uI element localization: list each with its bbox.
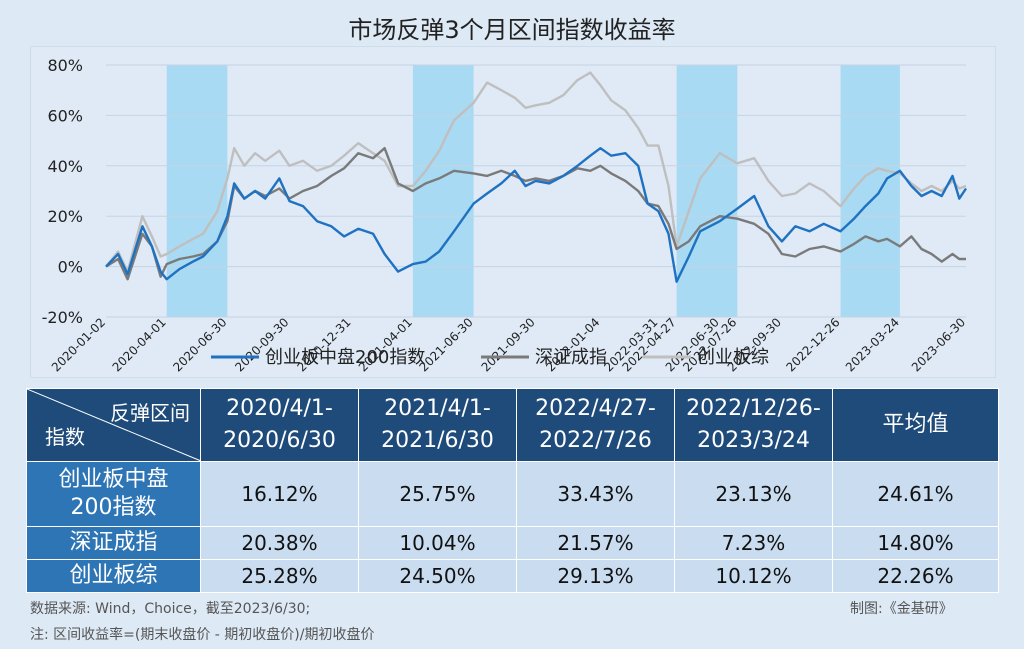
row-label: 创业板综 — [26, 559, 201, 593]
line-chart: -20%0%20%40%60%80%2020-01-02 2020-04-01 20… — [42, 56, 968, 374]
table-cell: 21.57% — [516, 526, 675, 560]
formula-note: 注: 区间收益率=(期末收盘价 - 期初收盘价)/期初收盘价 — [30, 627, 375, 643]
table-cell: 10.04% — [358, 526, 517, 560]
header-period-2: 2021/4/1- 2021/6/30 — [358, 388, 517, 462]
table-cell: 29.13% — [516, 559, 675, 593]
header-period-4: 2022/12/26- 2023/3/24 — [674, 388, 833, 462]
credit-note: 制图:《金基研》 — [850, 601, 953, 617]
table-cell: 24.61% — [832, 461, 999, 527]
y-tick-label: 20% — [47, 207, 83, 226]
series-line — [105, 147, 967, 283]
row-label: 创业板中盘 200指数 — [26, 461, 201, 527]
corner-top-label: 反弹区间 — [110, 401, 190, 425]
table-cell: 16.12% — [200, 461, 359, 527]
table-corner-cell: 反弹区间 指数 — [26, 388, 201, 462]
returns-table: 反弹区间 指数 2020/4/1- 2020/6/30 2021/4/1- 2021… — [26, 388, 999, 593]
row-label: 深证成指 — [26, 526, 201, 560]
table-cell: 24.50% — [358, 559, 517, 593]
rebound-period-shade — [840, 65, 900, 317]
table-cell: 25.75% — [358, 461, 517, 527]
rebound-period-shade — [412, 65, 474, 317]
table-cell: 25.28% — [200, 559, 359, 593]
y-tick-label: -20% — [42, 308, 83, 327]
x-tick-label: 2022-12-26 — [783, 315, 842, 374]
x-tick-label: 2023-06-30 — [909, 315, 968, 374]
y-tick-label: 60% — [47, 106, 83, 125]
table-row: 创业板综 25.28% 24.50% 29.13% 10.12% 22.26% — [26, 559, 999, 593]
series-line — [105, 147, 966, 281]
corner-bottom-label: 指数 — [45, 425, 85, 449]
table-row: 创业板中盘 200指数 16.12% 25.75% 33.43% 23.13% 2… — [26, 461, 999, 527]
x-tick-label: 2020-06-30 — [170, 315, 229, 374]
rebound-period-shade — [676, 65, 738, 317]
source-note: 数据来源: Wind，Choice，截至2023/6/30; — [30, 601, 311, 617]
x-tick-label: 2021-06-30 — [417, 315, 476, 374]
table-row: 深证成指 20.38% 10.04% 21.57% 7.23% 14.80% — [26, 526, 999, 560]
table-cell: 10.12% — [674, 559, 833, 593]
table-cell: 14.80% — [832, 526, 999, 560]
legend-label: 创业板中盘200指数 — [265, 347, 425, 368]
table-cell: 7.23% — [674, 526, 833, 560]
series-line — [105, 71, 967, 273]
legend-label: 深证成指 — [535, 347, 607, 368]
x-tick-label: 2020-04-01 — [110, 315, 169, 374]
table-cell: 20.38% — [200, 526, 359, 560]
y-tick-label: 80% — [47, 56, 83, 75]
table-cell: 23.13% — [674, 461, 833, 527]
x-tick-label: 2023-03-24 — [843, 315, 902, 374]
legend-label: 创业板综 — [697, 347, 769, 368]
chart-title: 市场反弹3个月区间指数收益率 — [348, 16, 676, 44]
header-average: 平均值 — [832, 388, 999, 462]
header-period-1: 2020/4/1- 2020/6/30 — [200, 388, 359, 462]
table-cell: 22.26% — [832, 559, 999, 593]
chart-area: -20% 0% 20% 40% 60% 80% 2020-01-02 2020-04-01 20… — [30, 46, 996, 378]
table-header-row: 反弹区间 指数 2020/4/1- 2020/6/30 2021/4/1- 2021… — [26, 388, 999, 462]
table-cell: 33.43% — [516, 461, 675, 527]
rebound-period-shade — [166, 65, 228, 317]
y-tick-label: 40% — [47, 157, 83, 176]
x-tick-label: 2021-09-30 — [479, 315, 538, 374]
header-period-3: 2022/4/27- 2022/7/26 — [516, 388, 675, 462]
y-tick-label: 0% — [58, 258, 83, 277]
